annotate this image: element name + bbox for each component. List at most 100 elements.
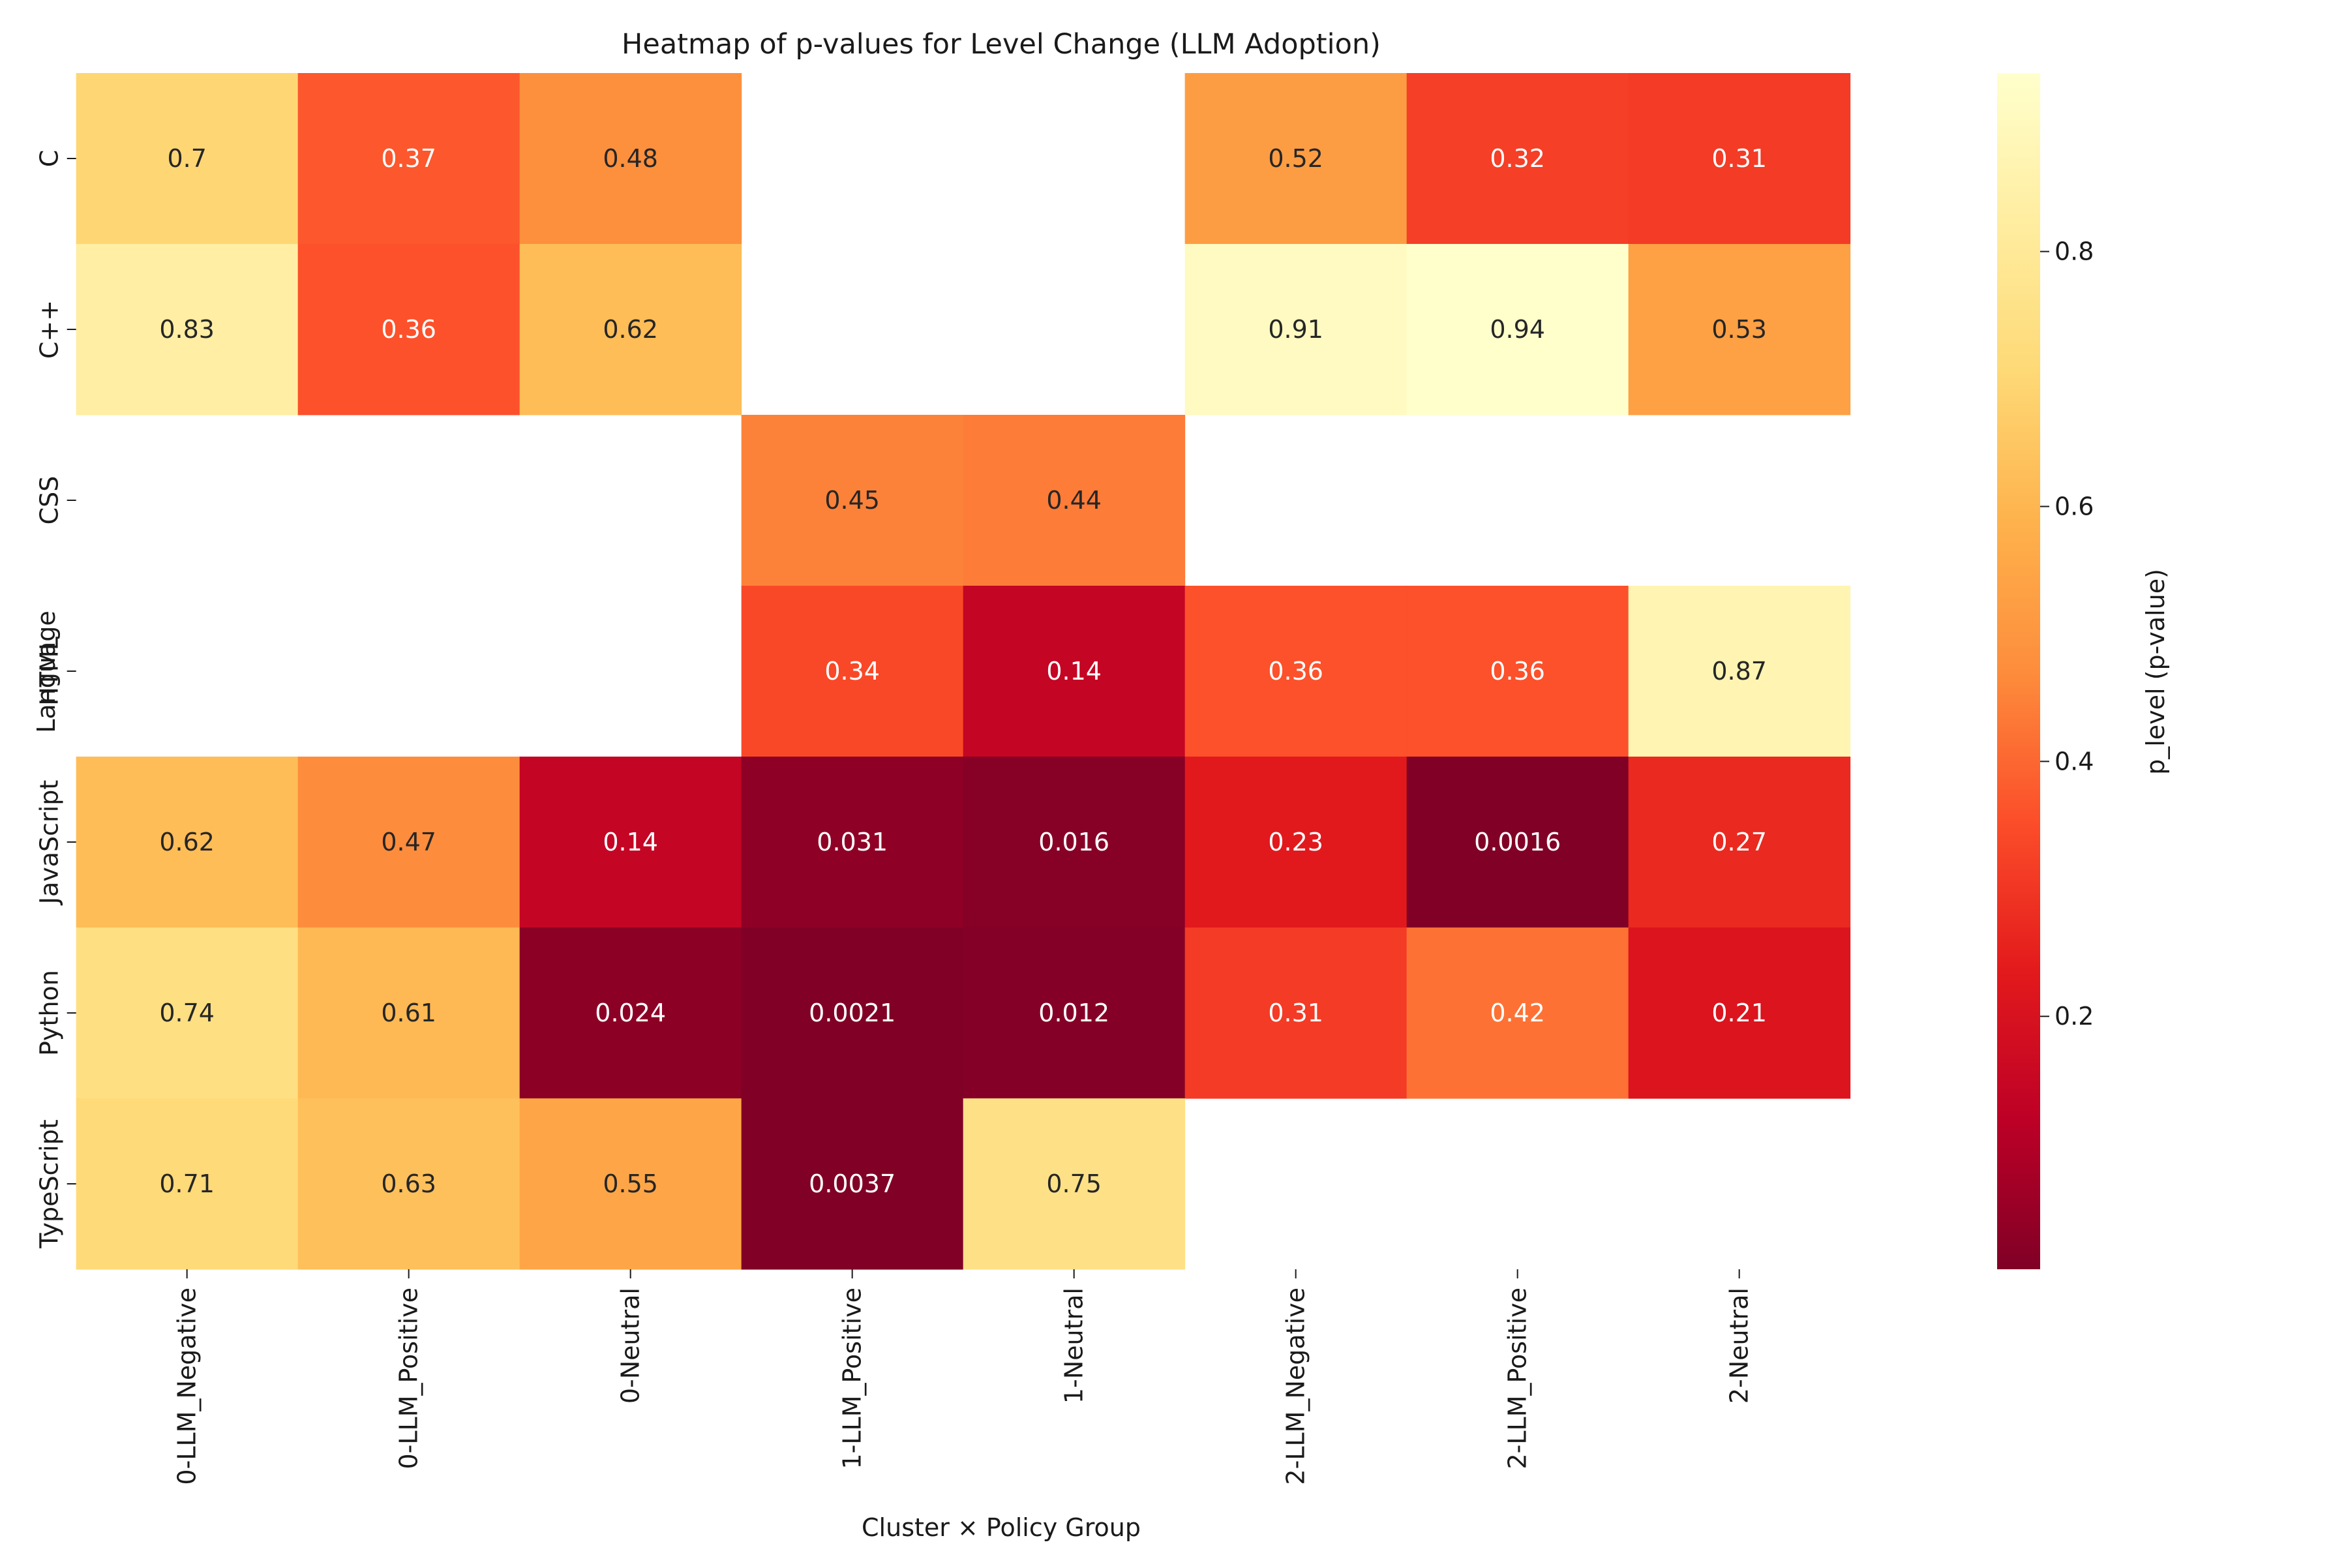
y-tick-label: TypeScript (35, 1119, 64, 1249)
cell-value-label: 0.47 (381, 828, 436, 856)
cell-value-label: 0.42 (1490, 999, 1545, 1027)
cell-value-label: 0.34 (824, 657, 880, 686)
heatmap-cell (741, 415, 964, 586)
colorbar-tick-label: 0.4 (2054, 747, 2094, 776)
colorbar-tick-label: 0.6 (2054, 492, 2094, 520)
heatmap-cell (963, 1098, 1186, 1270)
cell-value-label: 0.48 (603, 144, 658, 173)
x-tick-label: 2-Neutral (1725, 1288, 1754, 1404)
cell-value-label: 0.83 (159, 315, 215, 344)
heatmap-cell (297, 757, 520, 928)
cell-value-label: 0.62 (159, 828, 215, 856)
cell-value-label: 0.52 (1268, 144, 1323, 173)
heatmap-cell (76, 244, 299, 415)
y-tick-label: C++ (35, 300, 64, 359)
cell-value-label: 0.27 (1711, 828, 1767, 856)
cell-value-label: 0.74 (159, 999, 215, 1027)
cell-value-label: 0.36 (381, 315, 436, 344)
heatmap-cell (1406, 244, 1629, 415)
cell-value-label: 0.37 (381, 144, 436, 173)
heatmap-cell (297, 927, 520, 1099)
y-tick-label: Python (35, 970, 64, 1056)
cell-value-label: 0.94 (1490, 315, 1545, 344)
x-tick-label: 0-Neutral (616, 1288, 645, 1404)
cell-value-label: 0.012 (1038, 999, 1109, 1027)
x-axis: 0-LLM_Negative 0-LLM_Positive 0-Neutral 1-L… (173, 1269, 1754, 1485)
heatmap-cell (297, 73, 520, 245)
y-tick-label: HTML (35, 637, 64, 706)
heatmap-cell (519, 73, 742, 245)
cell-value-label: 0.71 (159, 1169, 215, 1198)
x-tick-label: 0-LLM_Negative (173, 1288, 202, 1485)
heatmap-cell (519, 927, 742, 1099)
heatmap-cell (1406, 586, 1629, 757)
x-tick-label: 0-LLM_Positive (395, 1288, 423, 1470)
y-axis: C C++ CSS HTML JavaScript Python TypeScript (35, 150, 76, 1249)
heatmap-cell (1406, 927, 1629, 1099)
heatmap-cell (1628, 757, 1851, 928)
x-tick-label: 2-LLM_Positive (1503, 1288, 1532, 1470)
heatmap-cell (1184, 927, 1407, 1099)
cell-value-label: 0.87 (1711, 657, 1767, 686)
heatmap-cell (963, 757, 1186, 928)
heatmap-cell (1184, 586, 1407, 757)
chart-title: Heatmap of p-values for Level Change (LL… (622, 28, 1381, 61)
cell-value-label: 0.14 (603, 828, 658, 856)
heatmap-cell (76, 927, 299, 1099)
heatmap-cell (519, 244, 742, 415)
cell-value-label: 0.36 (1490, 657, 1545, 686)
cell-value-label: 0.53 (1711, 315, 1767, 344)
heatmap-cell (1406, 757, 1629, 928)
heatmap-cell (297, 1098, 520, 1270)
x-tick-label: 2-LLM_Negative (1282, 1288, 1310, 1485)
cell-value-label: 0.0037 (809, 1169, 896, 1198)
cell-value-label: 0.0021 (809, 999, 896, 1027)
x-axis-label: Cluster × Policy Group (862, 1513, 1141, 1542)
heatmap-cell (963, 415, 1186, 586)
cell-value-label: 0.55 (603, 1169, 658, 1198)
cell-value-label: 0.91 (1268, 315, 1323, 344)
cell-value-label: 0.0016 (1474, 828, 1561, 856)
heatmap-cell (741, 927, 964, 1099)
heatmap-cell (741, 586, 964, 757)
heatmap-cells (76, 73, 1851, 1270)
x-tick-label: 1-LLM_Positive (838, 1288, 867, 1470)
cell-value-label: 0.44 (1046, 486, 1102, 515)
cell-value-label: 0.031 (817, 828, 888, 856)
colorbar-ticks: 0.2 0.4 0.6 0.8 (2040, 237, 2094, 1031)
heatmap-cell (76, 1098, 299, 1270)
heatmap-cell (1184, 244, 1407, 415)
y-tick-label: CSS (35, 476, 64, 525)
colorbar-label: p_level (p-value) (2141, 569, 2170, 775)
heatmap-cell (519, 1098, 742, 1270)
heatmap-cell-labels: 0.7 0.37 0.48 0.52 0.32 0.31 0.83 0.36 0.62 0.91 0… (159, 144, 1767, 1198)
heatmap-cell (1628, 244, 1851, 415)
heatmap-cell (519, 757, 742, 928)
cell-value-label: 0.31 (1268, 999, 1323, 1027)
cell-value-label: 0.32 (1490, 144, 1545, 173)
heatmap-cell (1406, 73, 1629, 245)
heatmap-cell (297, 244, 520, 415)
cell-value-label: 0.62 (603, 315, 658, 344)
cell-value-label: 0.23 (1268, 828, 1323, 856)
cell-value-label: 0.7 (167, 144, 206, 173)
heatmap-cell (1184, 73, 1407, 245)
colorbar-tick-label: 0.8 (2054, 237, 2094, 266)
cell-value-label: 0.016 (1038, 828, 1109, 856)
cell-value-label: 0.36 (1268, 657, 1323, 686)
heatmap-cell (1628, 586, 1851, 757)
heatmap-cell (1628, 73, 1851, 245)
x-tick-label: 1-Neutral (1060, 1288, 1089, 1404)
y-axis-label: Language (32, 611, 61, 733)
heatmap-cell (1628, 927, 1851, 1099)
heatmap-cell (76, 73, 299, 245)
y-tick-label: C (35, 150, 64, 168)
heatmap-cell (741, 1098, 964, 1270)
cell-value-label: 0.024 (595, 999, 666, 1027)
colorbar-tick-label: 0.2 (2054, 1002, 2094, 1031)
colorbar: 0.2 0.4 0.6 0.8 p_level (p-value) (1997, 73, 2170, 1269)
cell-value-label: 0.21 (1711, 999, 1767, 1027)
cell-value-label: 0.14 (1046, 657, 1102, 686)
